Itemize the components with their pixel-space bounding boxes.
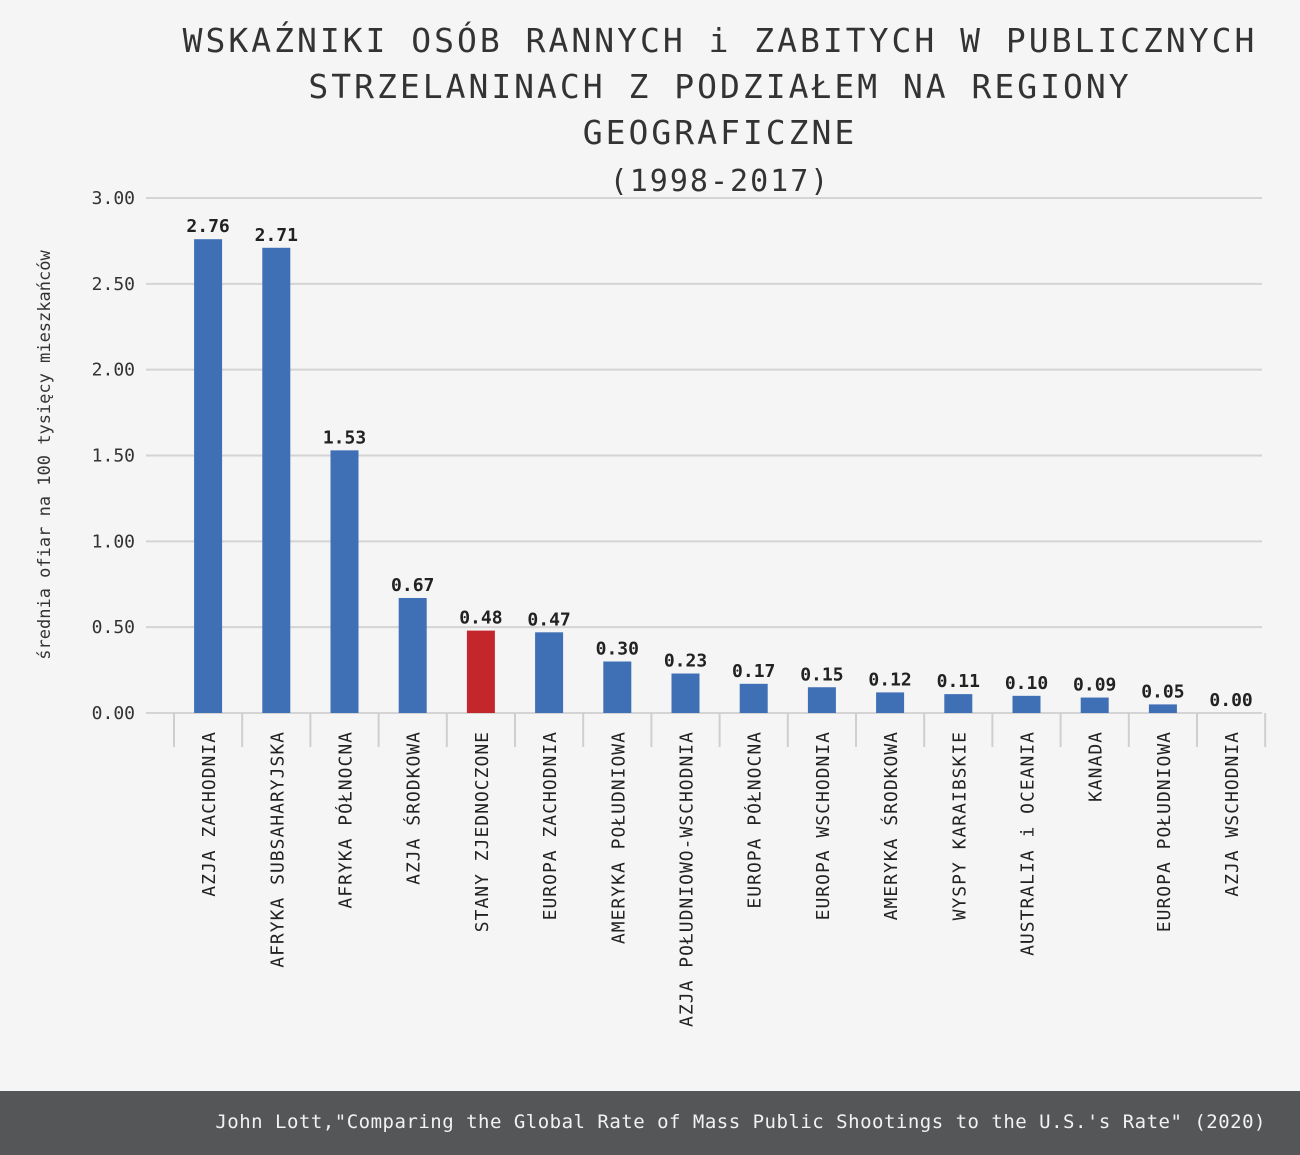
x-tick-label: KANADA (1086, 731, 1107, 802)
x-tick-label: EUROPA ZACHODNIA (540, 731, 561, 920)
title-line-2: STRZELANINACH Z PODZIAŁEM NA REGIONY GEO… (308, 67, 1132, 152)
bar (262, 247, 291, 714)
data-label: 2.76 (186, 216, 229, 237)
bar (671, 673, 700, 713)
x-tick-label: EUROPA POŁUDNIOWA (1154, 731, 1175, 932)
data-label: 0.30 (596, 639, 639, 660)
source-citation: John Lott,"Comparing the Global Rate of … (215, 1111, 1266, 1133)
y-tick-label: 2.00 (92, 360, 135, 381)
y-axis-ticks: 3.00 2.50 2.00 1.50 1.00 0.50 0.00 (92, 188, 135, 724)
bar (1148, 704, 1177, 713)
data-label: 0.67 (391, 575, 434, 596)
x-tick-label: AZJA ZACHODNIA (199, 731, 220, 897)
data-label: 0.05 (1141, 681, 1184, 702)
x-axis-categories: AZJA ZACHODNIA AFRYKA SUBSAHARYJSKA AFRYKA… (199, 731, 1243, 1027)
data-label: 0.09 (1073, 675, 1116, 696)
chart-subtitle: (1998-2017) (609, 164, 831, 199)
bar (330, 450, 359, 713)
data-label: 0.15 (800, 664, 843, 685)
data-label: 0.10 (1005, 673, 1048, 694)
bar (398, 597, 427, 713)
y-tick-label: 0.00 (92, 703, 135, 724)
x-tick-label: WYSPY KARAIBSKIE (949, 731, 970, 920)
x-tick-label: STANY ZJEDNOCZONE (472, 731, 493, 932)
bar (1012, 695, 1041, 713)
bar (466, 630, 495, 713)
y-axis-label: średnia ofiar na 100 tysięcy mieszkańców (35, 250, 55, 660)
value-labels: 2.76 2.71 1.53 0.67 0.48 0.47 0.30 0.23 0.17 0.15… (186, 216, 1252, 711)
data-label: 0.23 (664, 651, 707, 672)
chart-title: WSKAŹNIKI OSÓB RANNYCH i ZABITYCH W PUBL… (160, 18, 1280, 204)
x-tick-label: EUROPA WSCHODNIA (813, 731, 834, 920)
data-label: 1.53 (323, 427, 366, 448)
bar-chart: 3.00 2.50 2.00 1.50 1.00 0.50 0.00 2.76 2.71 1.5… (35, 188, 1267, 1027)
x-tick-label: AZJA POŁUDNIOWO-WSCHODNIA (677, 731, 698, 1027)
bar (194, 239, 223, 713)
y-tick-label: 1.50 (92, 446, 135, 467)
bar (807, 687, 836, 713)
data-label: 0.11 (937, 671, 980, 692)
data-label: 0.17 (732, 661, 775, 682)
x-tick-label: AFRYKA PÓŁNOCNA (335, 731, 357, 909)
bar (876, 692, 905, 713)
x-tick-label: AFRYKA SUBSAHARYJSKA (267, 731, 288, 968)
bars (194, 239, 1177, 714)
x-tick-label: AUSTRALIA i OCEANIA (1018, 731, 1039, 956)
y-tick-label: 1.00 (92, 531, 135, 552)
title-line-1: WSKAŹNIKI OSÓB RANNYCH i ZABITYCH W PUBL… (182, 21, 1258, 60)
bar (944, 694, 973, 713)
x-tick-label: AMERYKA ŚRODKOWA (880, 731, 902, 920)
y-tick-label: 3.00 (92, 188, 135, 209)
data-label: 0.12 (868, 669, 911, 690)
bar (739, 683, 768, 713)
data-label: 2.71 (255, 225, 298, 246)
x-tick-label: AZJA WSCHODNIA (1222, 731, 1243, 897)
x-tick-label: AZJA ŚRODKOWA (403, 731, 425, 885)
y-tick-label: 2.50 (92, 274, 135, 295)
x-tick-label: AMERYKA POŁUDNIOWA (608, 731, 629, 944)
data-label: 0.48 (459, 608, 502, 629)
bar (1080, 697, 1109, 713)
footer-bar: John Lott,"Comparing the Global Rate of … (0, 1091, 1300, 1155)
y-tick-label: 0.50 (92, 617, 135, 638)
data-label: 0.00 (1209, 690, 1252, 711)
bar (603, 661, 632, 713)
x-tick-label: EUROPA PÓŁNOCNA (744, 731, 766, 909)
data-label: 0.47 (527, 609, 570, 630)
bar (535, 632, 564, 713)
